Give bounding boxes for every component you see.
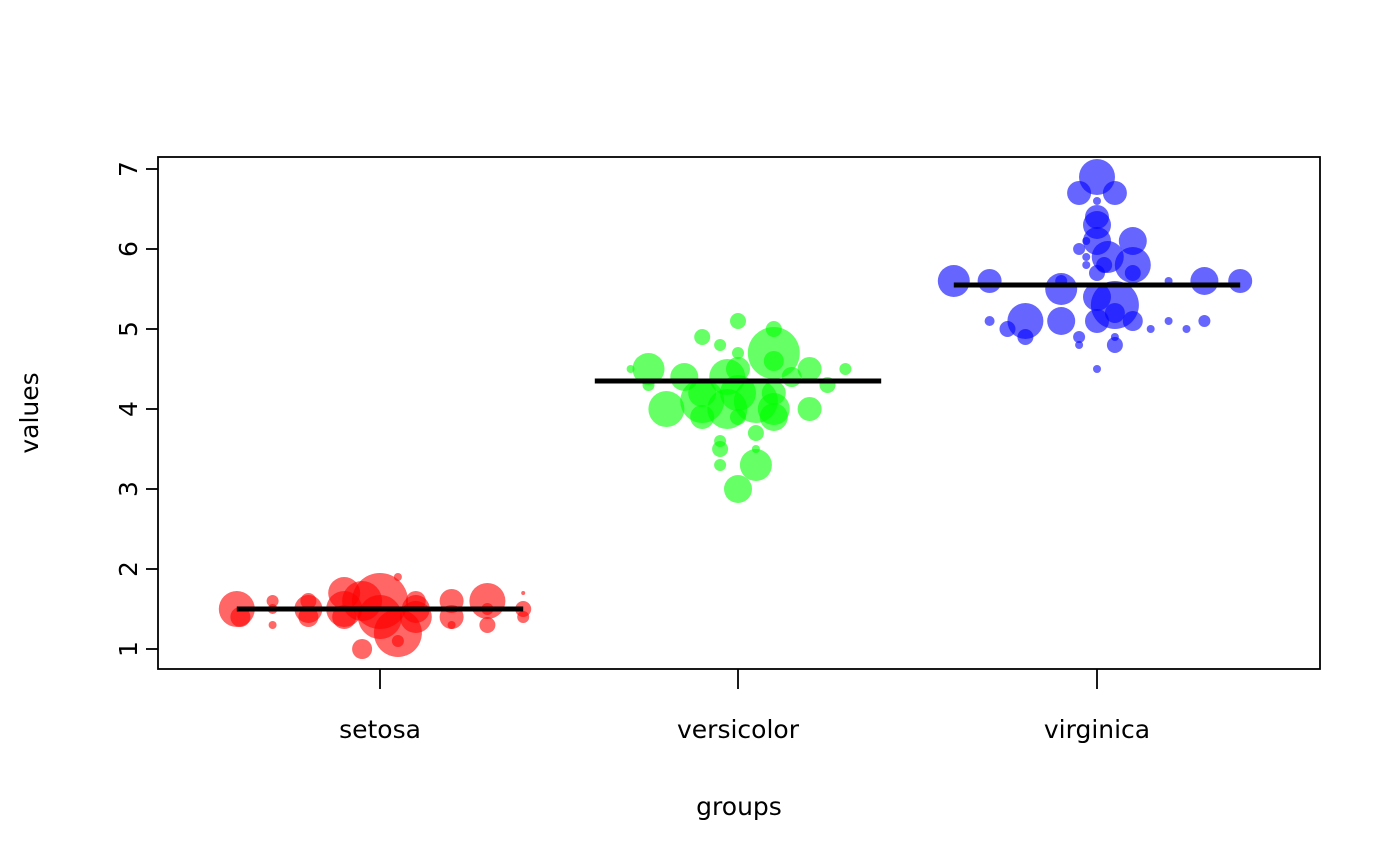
data-point-setosa-1 bbox=[230, 607, 251, 627]
data-point-versicolor-22 bbox=[747, 425, 764, 441]
data-point-virginica-35 bbox=[1122, 311, 1143, 331]
data-point-virginica-34 bbox=[1124, 265, 1141, 281]
data-point-versicolor-24 bbox=[739, 449, 772, 481]
data-point-virginica-8 bbox=[1045, 273, 1078, 305]
data-point-versicolor-16 bbox=[730, 313, 746, 329]
data-point-versicolor-10 bbox=[712, 441, 729, 457]
data-point-virginica-9 bbox=[1073, 331, 1086, 343]
data-point-versicolor-2 bbox=[632, 353, 665, 385]
data-point-virginica-32 bbox=[1118, 227, 1147, 255]
x-tick-label-setosa: setosa bbox=[339, 715, 421, 744]
plot-frame bbox=[157, 156, 1321, 670]
data-point-virginica-15 bbox=[1082, 253, 1091, 261]
data-point-virginica-24 bbox=[1093, 197, 1101, 205]
data-point-virginica-31 bbox=[1110, 333, 1119, 341]
y-axis: 1 2 3 4 5 6 7 bbox=[114, 161, 158, 657]
y-axis-label: values bbox=[15, 372, 44, 453]
data-point-versicolor-15 bbox=[724, 475, 752, 503]
data-point-setosa-23 bbox=[447, 621, 456, 629]
data-point-virginica-5 bbox=[1017, 329, 1034, 345]
data-point-versicolor-18 bbox=[726, 357, 750, 381]
points-layer bbox=[218, 159, 1253, 659]
data-point-virginica-27 bbox=[1102, 181, 1127, 205]
data-point-versicolor-8 bbox=[688, 379, 717, 407]
data-point-virginica-39 bbox=[1182, 325, 1191, 333]
medians-layer bbox=[236, 282, 1241, 612]
y-tick-label-6: 6 bbox=[114, 241, 143, 257]
data-point-virginica-0 bbox=[937, 265, 970, 297]
data-point-virginica-41 bbox=[1190, 267, 1219, 295]
data-point-setosa-28 bbox=[517, 611, 530, 623]
data-point-versicolor-26 bbox=[763, 351, 784, 371]
data-point-setosa-20 bbox=[405, 591, 426, 611]
data-point-setosa-7 bbox=[300, 593, 317, 609]
data-point-setosa-16 bbox=[393, 573, 402, 581]
x-tick-label-virginica: virginica bbox=[1044, 715, 1150, 744]
y-tick-label-3: 3 bbox=[114, 481, 143, 497]
data-point-virginica-37 bbox=[1164, 317, 1173, 325]
x-axis-label: groups bbox=[696, 792, 782, 821]
y-tick-label-7: 7 bbox=[114, 161, 143, 177]
data-point-versicolor-12 bbox=[714, 339, 727, 351]
data-point-virginica-30 bbox=[1104, 303, 1125, 323]
data-point-versicolor-30 bbox=[759, 403, 788, 431]
data-point-versicolor-29 bbox=[761, 381, 786, 405]
data-point-setosa-29 bbox=[521, 591, 526, 595]
data-point-versicolor-32 bbox=[797, 357, 822, 381]
data-point-setosa-2 bbox=[266, 595, 279, 607]
y-tick-label-2: 2 bbox=[114, 561, 143, 577]
data-point-versicolor-0 bbox=[626, 365, 635, 373]
data-point-versicolor-11 bbox=[714, 459, 727, 471]
y-tick-label-5: 5 bbox=[114, 321, 143, 337]
data-point-setosa-4 bbox=[268, 621, 277, 629]
data-point-virginica-1 bbox=[977, 269, 1002, 293]
data-point-setosa-17 bbox=[391, 635, 404, 647]
x-axis: setosa versicolor virginica bbox=[339, 669, 1150, 744]
data-point-virginica-42 bbox=[1228, 269, 1253, 293]
data-point-virginica-2 bbox=[984, 316, 995, 326]
data-point-virginica-36 bbox=[1146, 325, 1155, 333]
data-point-setosa-25 bbox=[479, 617, 496, 633]
data-point-versicolor-33 bbox=[797, 397, 822, 421]
data-point-virginica-4 bbox=[1007, 303, 1044, 339]
data-point-virginica-14 bbox=[1082, 261, 1091, 269]
data-point-versicolor-35 bbox=[839, 363, 852, 375]
data-point-versicolor-17 bbox=[732, 347, 744, 359]
data-point-versicolor-7 bbox=[694, 329, 711, 345]
data-point-virginica-23 bbox=[1093, 365, 1101, 373]
data-point-setosa-6 bbox=[298, 607, 319, 627]
data-point-setosa-11 bbox=[352, 639, 373, 659]
x-tick-label-versicolor: versicolor bbox=[677, 715, 800, 744]
data-point-versicolor-3 bbox=[648, 391, 685, 427]
data-point-virginica-11 bbox=[1073, 243, 1086, 255]
data-point-virginica-7 bbox=[1047, 307, 1076, 335]
y-tick-label-4: 4 bbox=[114, 401, 143, 417]
data-point-virginica-29 bbox=[1106, 337, 1123, 353]
data-point-versicolor-27 bbox=[765, 321, 782, 337]
y-tick-label-1: 1 bbox=[114, 641, 143, 657]
data-point-virginica-10 bbox=[1075, 341, 1084, 349]
data-point-virginica-40 bbox=[1198, 315, 1211, 327]
